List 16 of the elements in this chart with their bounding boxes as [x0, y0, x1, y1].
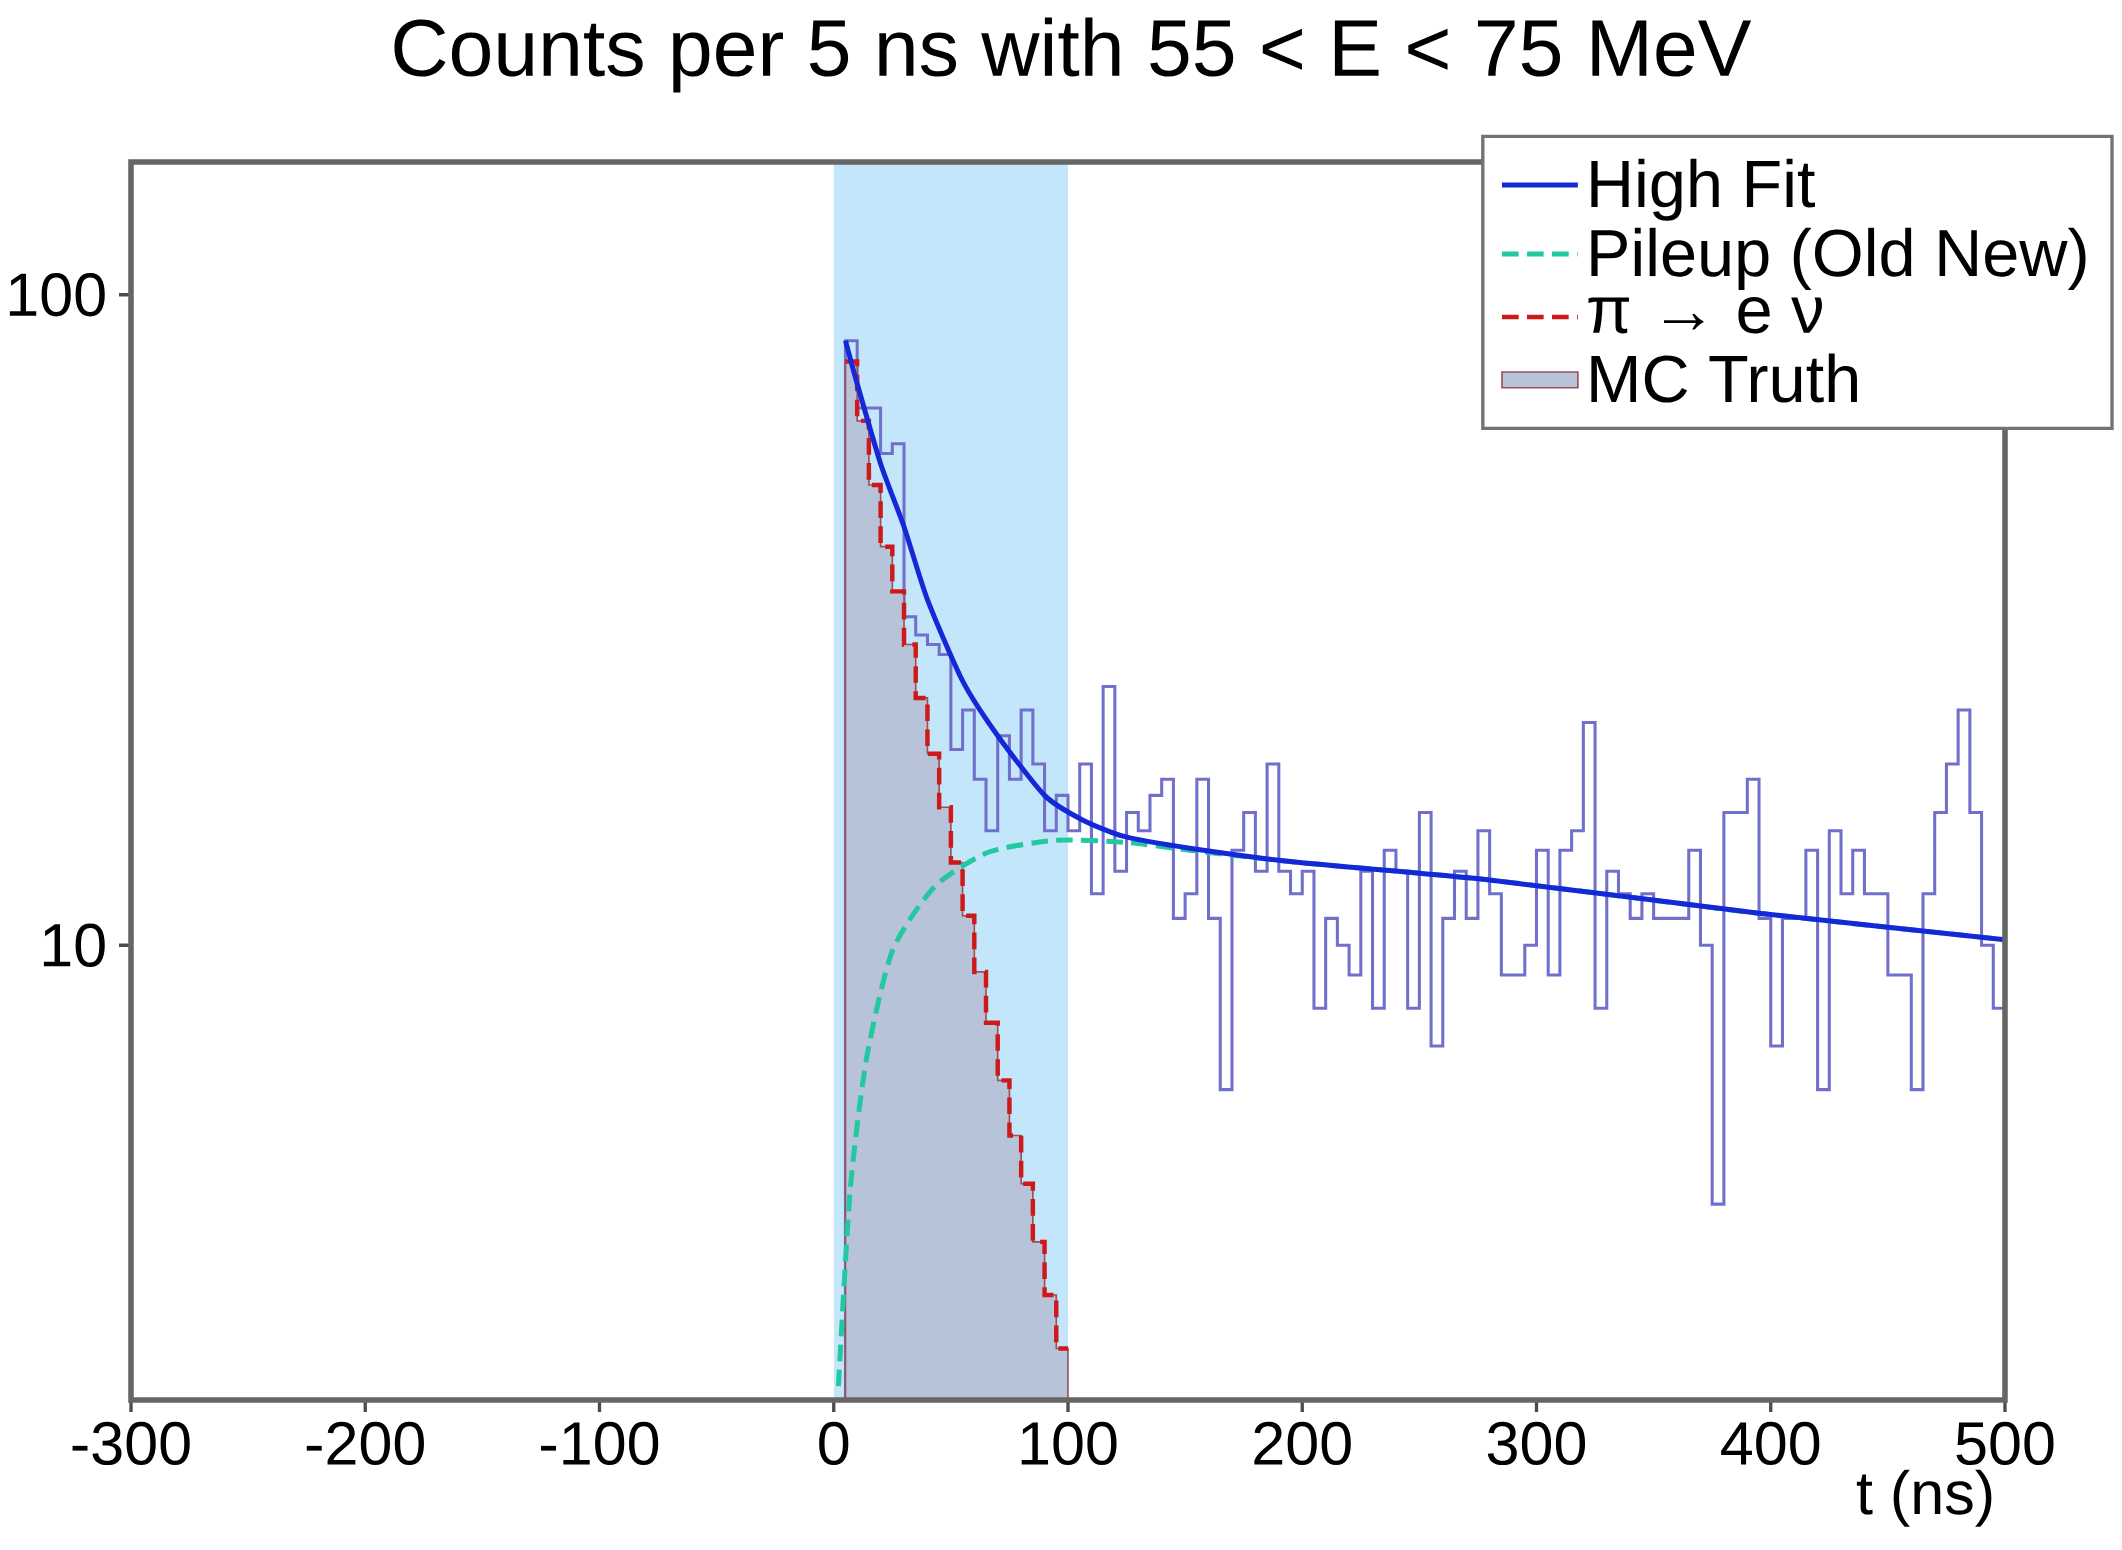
- x-tick-label: 0: [819, 1421, 849, 1466]
- x-tick-label: 400: [1721, 1421, 1820, 1466]
- x-tick-label: -100: [541, 1421, 659, 1466]
- legend-label: High Fit: [1591, 158, 1816, 221]
- x-tick-label: 500: [1956, 1421, 2054, 1466]
- x-tick-label: 300: [1487, 1421, 1586, 1466]
- x-tick-label: 100: [1021, 1421, 1117, 1466]
- x-tick-label: -300: [72, 1421, 190, 1466]
- legend-label: Pileup (Old New): [1591, 227, 2086, 290]
- chart-title: Counts per 5 ns with 55 < E < 75 MeV: [394, 17, 1752, 93]
- y-tick-label: 10: [43, 923, 105, 967]
- x-axis-title: t (ns): [1856, 1469, 1992, 1527]
- legend-label: MC Truth: [1591, 353, 1857, 403]
- x-tick-label: -200: [306, 1421, 424, 1466]
- legend-label: π → e ν: [1588, 296, 1822, 334]
- x-tick-label: 200: [1254, 1421, 1351, 1466]
